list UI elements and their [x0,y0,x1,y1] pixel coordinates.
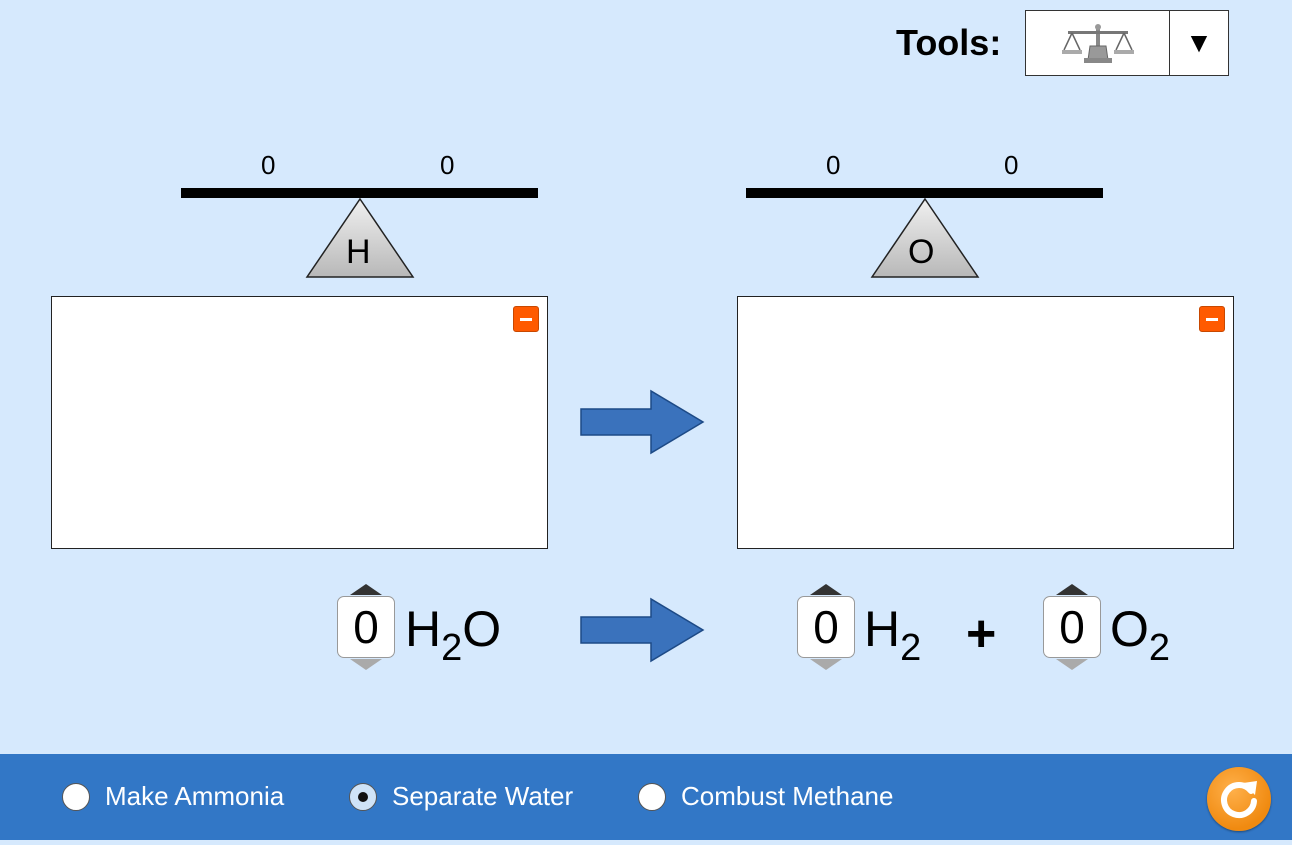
right-scale-right-value: 0 [1004,150,1019,180]
hydrogen-coefficient-spinner[interactable]: 0 [797,584,855,670]
left-scale-beam [181,188,538,198]
radio-label[interactable]: Make Ammonia [105,781,285,811]
reactants-collapse-button[interactable] [513,306,539,332]
increment-icon[interactable] [1056,584,1088,595]
products-collapse-button[interactable] [1199,306,1225,332]
equation-arrow-icon [580,597,705,663]
water-coefficient[interactable]: 0 [337,596,395,658]
radio-combust-methane[interactable]: Combust Methane [638,781,893,812]
triangle-down-icon[interactable]: ▼ [1185,27,1213,58]
decrement-icon[interactable] [350,659,382,670]
decrement-icon[interactable] [1056,659,1088,670]
products-box[interactable] [737,296,1234,549]
reset-button[interactable] [1207,767,1271,831]
radio-label[interactable]: Combust Methane [681,781,894,811]
radio-separate-water[interactable]: Separate Water [349,781,573,812]
bottom-divider [0,840,1292,845]
right-scale-fulcrum [870,197,980,278]
box-arrow-icon [580,389,705,455]
oxygen-formula: O2 [1110,601,1171,669]
left-fulcrum-element: H [346,233,371,271]
left-scale-right-value: 0 [440,150,455,180]
hydrogen-formula: H2 [864,601,922,669]
left-scale-left-value: 0 [261,150,276,180]
reactants-box[interactable] [51,296,548,549]
right-scale-left-value: 0 [826,150,841,180]
increment-icon[interactable] [810,584,842,595]
reset-icon [1221,781,1257,819]
water-formula: H2O [405,601,502,669]
increment-icon[interactable] [350,584,382,595]
tools-label: Tools: [896,22,1002,63]
left-scale-fulcrum [305,197,415,278]
hydrogen-coefficient[interactable]: 0 [797,596,855,658]
radio-unchecked-icon[interactable] [62,782,90,811]
balance-scale-icon[interactable] [1026,11,1170,75]
oxygen-coefficient-spinner[interactable]: 0 [1043,584,1101,670]
decrement-icon[interactable] [810,659,842,670]
right-fulcrum-element: O [908,233,935,271]
radio-make-ammonia[interactable]: Make Ammonia [62,781,284,812]
right-scale-beam [746,188,1103,198]
plus-sign: + [966,605,997,663]
water-coefficient-spinner[interactable]: 0 [337,584,395,670]
tools-dropdown[interactable]: ▼ [1025,10,1229,76]
oxygen-coefficient[interactable]: 0 [1043,596,1101,658]
radio-unchecked-icon[interactable] [638,782,666,811]
radio-label[interactable]: Separate Water [392,781,574,811]
radio-checked-icon[interactable] [349,782,377,811]
